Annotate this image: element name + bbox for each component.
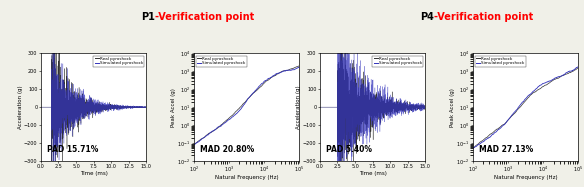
Text: -Verification point: -Verification point [155, 11, 254, 22]
Y-axis label: Acceleration (g): Acceleration (g) [18, 85, 23, 129]
Text: MAD 27.13%: MAD 27.13% [479, 145, 533, 154]
Legend: Real pyroshock, Simulated pyroshock: Real pyroshock, Simulated pyroshock [475, 56, 526, 67]
X-axis label: Time (ms): Time (ms) [79, 171, 107, 176]
X-axis label: Natural Frequency (Hz): Natural Frequency (Hz) [215, 175, 279, 180]
Text: P4: P4 [420, 11, 433, 22]
X-axis label: Time (ms): Time (ms) [359, 171, 387, 176]
Text: PAD 5.40%: PAD 5.40% [326, 145, 372, 154]
Y-axis label: Peak Accel (g): Peak Accel (g) [450, 88, 455, 127]
Y-axis label: Peak Accel (g): Peak Accel (g) [171, 88, 176, 127]
Legend: Real pyroshock, Simulated pyroshock: Real pyroshock, Simulated pyroshock [196, 56, 246, 67]
X-axis label: Natural Frequency (Hz): Natural Frequency (Hz) [493, 175, 557, 180]
Legend: Real pyroshock, Simulated pyroshock: Real pyroshock, Simulated pyroshock [373, 56, 423, 67]
Text: PAD 15.71%: PAD 15.71% [47, 145, 99, 154]
Y-axis label: Acceleration (g): Acceleration (g) [297, 85, 301, 129]
Text: P1: P1 [141, 11, 155, 22]
Legend: Real pyroshock, Simulated pyroshock: Real pyroshock, Simulated pyroshock [93, 56, 144, 67]
Text: MAD 20.80%: MAD 20.80% [200, 145, 254, 154]
Text: -Verification point: -Verification point [433, 11, 533, 22]
